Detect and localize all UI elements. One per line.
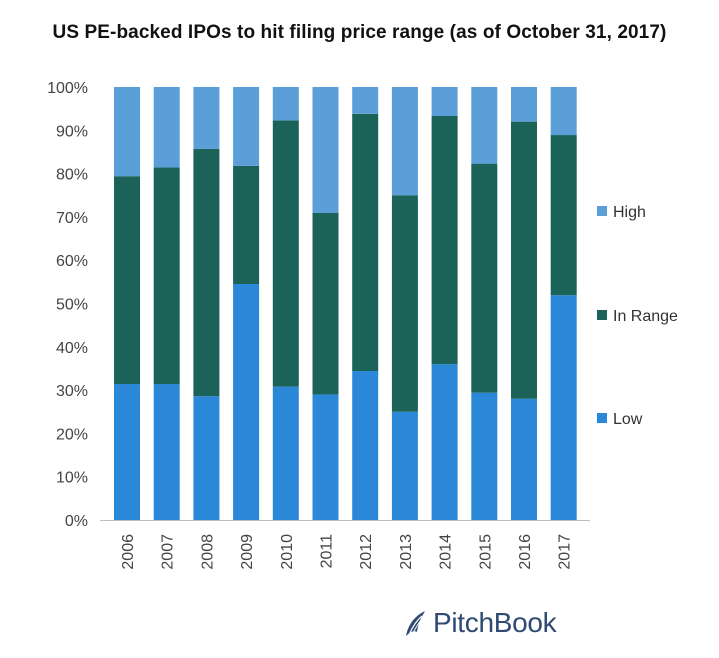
x-tick-label: 2008 bbox=[199, 534, 216, 570]
y-tick-label: 100% bbox=[47, 80, 88, 97]
x-tick-label: 2015 bbox=[477, 534, 494, 570]
bar-in-range-2010 bbox=[272, 120, 299, 387]
legend-swatch bbox=[597, 206, 607, 216]
bar-high-2012 bbox=[352, 87, 379, 114]
x-tick-label: 2010 bbox=[279, 534, 296, 570]
y-tick-label: 70% bbox=[56, 210, 88, 227]
x-axis: 2006 2007 2008 2009 2010 2011 2012 2013 2014 2015… bbox=[100, 520, 590, 570]
x-tick-label: 2017 bbox=[557, 534, 574, 570]
bar-low-2007 bbox=[153, 384, 180, 520]
bar-high-2009 bbox=[233, 87, 260, 166]
bar-high-2007 bbox=[153, 87, 180, 168]
bar-low-2017 bbox=[550, 295, 577, 520]
y-tick-label: 90% bbox=[56, 123, 88, 140]
x-tick-label: 2007 bbox=[160, 534, 177, 570]
y-tick-label: 60% bbox=[56, 253, 88, 270]
legend: High In Range Low bbox=[597, 204, 678, 428]
bar-in-range-2009 bbox=[233, 165, 260, 285]
legend-swatch bbox=[597, 310, 607, 320]
y-tick-label: 20% bbox=[56, 426, 88, 443]
bar-low-2006 bbox=[114, 384, 140, 520]
bar-low-2009 bbox=[233, 284, 260, 520]
bar-in-range-2017 bbox=[550, 135, 577, 296]
bar-high-2011 bbox=[312, 87, 339, 214]
y-tick-label: 0% bbox=[65, 513, 88, 530]
bar-in-range-2016 bbox=[511, 121, 537, 399]
bar-high-2016 bbox=[511, 87, 537, 122]
y-tick-label: 10% bbox=[56, 470, 88, 487]
x-tick-label: 2011 bbox=[319, 534, 336, 569]
pitchbook-logo: PitchBook bbox=[403, 605, 557, 641]
bar-low-2012 bbox=[352, 371, 379, 520]
bars bbox=[114, 87, 577, 520]
legend-label: Low bbox=[613, 411, 643, 428]
x-tick-label: 2013 bbox=[398, 534, 415, 570]
bar-in-range-2006 bbox=[114, 176, 140, 385]
bar-low-2010 bbox=[272, 386, 299, 520]
bar-low-2016 bbox=[511, 398, 537, 520]
bar-in-range-2007 bbox=[153, 167, 180, 385]
bar-low-2011 bbox=[312, 394, 339, 520]
chart-title: US PE-backed IPOs to hit filing price ra… bbox=[52, 22, 667, 43]
x-tick-label: 2016 bbox=[517, 534, 534, 570]
bar-low-2013 bbox=[391, 411, 418, 520]
x-tick-label: 2012 bbox=[358, 534, 375, 570]
legend-label: In Range bbox=[613, 308, 678, 325]
bar-high-2014 bbox=[431, 87, 458, 117]
y-tick-label: 80% bbox=[56, 167, 88, 184]
bar-in-range-2015 bbox=[471, 163, 498, 393]
legend-swatch bbox=[597, 413, 607, 423]
x-tick-label: 2006 bbox=[120, 534, 137, 570]
bar-low-2014 bbox=[431, 364, 458, 520]
pitchbook-leaf-icon bbox=[406, 611, 425, 636]
bar-high-2015 bbox=[471, 87, 498, 164]
x-tick-label: 2009 bbox=[239, 534, 256, 570]
y-tick-label: 50% bbox=[56, 297, 88, 314]
bar-high-2008 bbox=[193, 87, 220, 149]
bar-in-range-2013 bbox=[391, 195, 418, 412]
bar-high-2013 bbox=[391, 87, 418, 196]
bar-high-2006 bbox=[114, 87, 140, 177]
x-tick-label: 2014 bbox=[438, 534, 455, 570]
bar-in-range-2011 bbox=[312, 213, 339, 395]
bar-in-range-2014 bbox=[431, 116, 458, 365]
y-axis: 0% 10% 20% 30% 40% 50% 60% 70% 80% 90% 100% bbox=[47, 80, 88, 530]
bar-high-2017 bbox=[550, 87, 577, 136]
brand-name: PitchBook bbox=[433, 607, 557, 638]
bar-low-2015 bbox=[471, 392, 498, 520]
legend-label: High bbox=[613, 204, 646, 221]
bar-low-2008 bbox=[193, 396, 220, 520]
bar-high-2010 bbox=[272, 87, 299, 121]
bar-in-range-2012 bbox=[352, 113, 379, 372]
bar-in-range-2008 bbox=[193, 148, 220, 397]
y-tick-label: 30% bbox=[56, 383, 88, 400]
y-tick-label: 40% bbox=[56, 340, 88, 357]
